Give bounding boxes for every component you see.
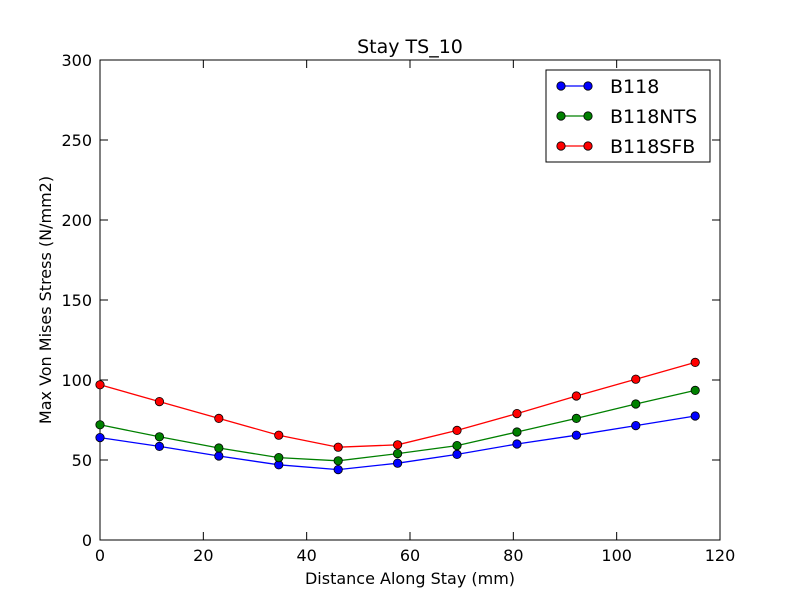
data-point-b118 bbox=[95, 432, 105, 443]
y-tick-label: 150 bbox=[61, 291, 92, 310]
legend-label-b118sfb: B118SFB bbox=[610, 136, 695, 158]
data-point-b118 bbox=[690, 411, 700, 421]
data-point-b118sfb bbox=[154, 396, 165, 407]
data-point-b118sfb bbox=[95, 380, 105, 390]
legend-marker-end-b118sfb bbox=[583, 141, 593, 151]
legend-marker-start-b118nts bbox=[556, 111, 566, 121]
chart-title: Stay TS_10 bbox=[357, 36, 463, 58]
data-point-b118 bbox=[452, 449, 462, 459]
data-point-b118 bbox=[571, 430, 581, 440]
data-point-b118sfb bbox=[452, 425, 462, 435]
x-axis-label: Distance Along Stay (mm) bbox=[305, 569, 515, 588]
data-point-b118sfb bbox=[571, 391, 581, 401]
data-point-b118sfb bbox=[333, 442, 343, 452]
y-tick-label: 300 bbox=[61, 51, 92, 70]
legend-label-b118nts: B118NTS bbox=[610, 106, 697, 128]
data-point-b118 bbox=[214, 451, 224, 461]
y-tick-label: 200 bbox=[61, 211, 92, 230]
legend: B118 B118NTS B118SFB bbox=[545, 69, 711, 163]
data-point-b118nts bbox=[690, 385, 700, 395]
legend-marker-start-b118sfb bbox=[556, 141, 566, 151]
series-line-b118sfb bbox=[99, 361, 696, 448]
data-point-b118nts bbox=[154, 432, 165, 442]
data-point-b118 bbox=[512, 439, 522, 449]
legend-marker-end-b118nts bbox=[583, 111, 593, 121]
data-point-b118 bbox=[154, 441, 165, 451]
data-point-b118 bbox=[631, 420, 641, 431]
legend-label-b118: B118 bbox=[610, 76, 659, 98]
data-point-b118sfb bbox=[392, 440, 403, 450]
plot-area: 0 20 40 60 80 100 120 0 50 100 150 200 250 300 bbox=[61, 51, 735, 565]
data-point-b118sfb bbox=[214, 413, 224, 423]
legend-marker-end-b118 bbox=[583, 81, 593, 91]
data-point-b118nts bbox=[512, 427, 522, 437]
x-tick-label: 40 bbox=[296, 546, 316, 565]
data-point-b118 bbox=[333, 464, 343, 475]
y-tick-label: 0 bbox=[82, 531, 92, 550]
data-point-b118nts bbox=[333, 456, 343, 466]
data-point-b118nts bbox=[214, 443, 224, 453]
data-point-b118nts bbox=[95, 420, 105, 430]
y-axis-label: Max Von Mises Stress (N/mm2) bbox=[36, 176, 55, 424]
data-point-b118nts bbox=[631, 399, 641, 409]
data-point-b118sfb bbox=[631, 374, 641, 384]
y-tick-label: 50 bbox=[72, 451, 92, 470]
data-point-b118nts bbox=[571, 413, 581, 423]
x-tick-label: 120 bbox=[705, 546, 736, 565]
data-point-b118sfb bbox=[274, 430, 284, 440]
x-tick-label: 20 bbox=[193, 546, 213, 565]
data-point-b118nts bbox=[392, 448, 403, 459]
x-tick-label: 60 bbox=[400, 546, 420, 565]
data-point-b118sfb bbox=[690, 357, 700, 367]
legend-marker-start-b118 bbox=[556, 81, 566, 91]
x-tick-label: 80 bbox=[503, 546, 523, 565]
y-tick-label: 100 bbox=[61, 371, 92, 390]
data-point-b118sfb bbox=[512, 408, 522, 419]
y-tick-label: 250 bbox=[61, 131, 92, 150]
data-point-b118nts bbox=[274, 452, 284, 463]
x-tick-label: 100 bbox=[601, 546, 632, 565]
data-point-b118 bbox=[392, 458, 403, 468]
data-point-b118nts bbox=[452, 440, 462, 451]
x-tick-label: 0 bbox=[95, 546, 105, 565]
